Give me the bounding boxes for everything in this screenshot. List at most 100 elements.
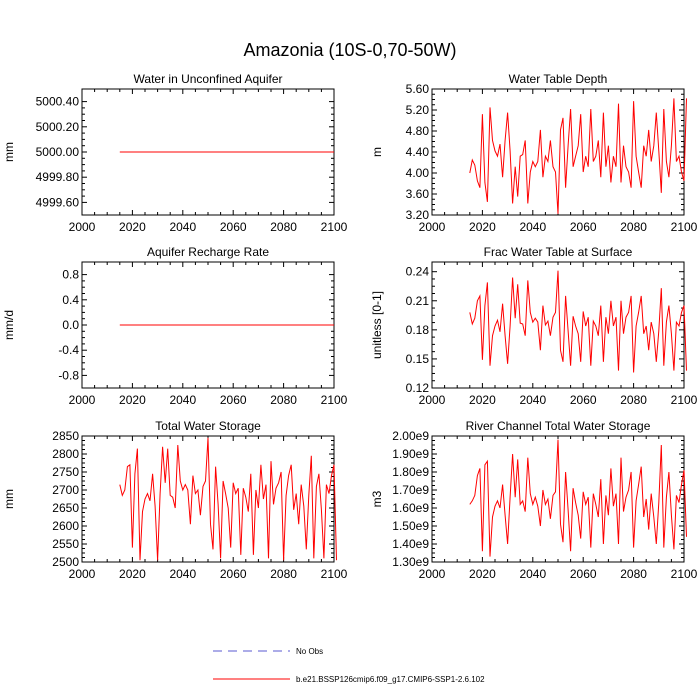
y-tick-label: 1.40e9 <box>392 537 429 551</box>
y-tick-label: 3.20 <box>406 208 430 222</box>
x-tick-label: 2020 <box>469 393 496 407</box>
x-tick-label: 2020 <box>469 567 496 581</box>
y-tick-label: 2.00e9 <box>392 429 429 443</box>
x-tick-label: 2100 <box>671 567 698 581</box>
x-tick-label: 2020 <box>119 567 146 581</box>
x-tick-label: 2080 <box>620 220 647 234</box>
x-tick-label: 2100 <box>671 220 698 234</box>
panel-title: Frac Water Table at Surface <box>484 245 633 259</box>
y-tick-label: 1.80e9 <box>392 465 429 479</box>
y-tick-label: 2800 <box>52 447 79 461</box>
legend-label-no-obs: No Obs <box>296 647 323 656</box>
y-tick-label: 2700 <box>52 483 79 497</box>
y-axis-label: mm <box>2 142 16 162</box>
y-tick-label: 5000.20 <box>36 120 80 134</box>
y-tick-label: 0.24 <box>406 265 430 279</box>
chart-panel: Frac Water Table at Surface unitless [0-1… <box>370 245 698 407</box>
x-tick-label: 2100 <box>671 393 698 407</box>
x-tick-label: 2000 <box>419 567 446 581</box>
x-tick-label: 2040 <box>169 220 196 234</box>
x-tick-label: 2000 <box>69 393 96 407</box>
x-tick-label: 2040 <box>519 393 546 407</box>
series-line <box>469 98 687 214</box>
y-tick-label: 5000.40 <box>36 95 80 109</box>
series-line <box>469 439 687 557</box>
x-tick-label: 2100 <box>321 393 348 407</box>
panel-title: River Channel Total Water Storage <box>466 419 651 433</box>
x-tick-label: 2040 <box>519 220 546 234</box>
y-tick-label: 0.4 <box>62 293 79 307</box>
y-tick-label: 4.80 <box>406 124 430 138</box>
x-tick-label: 2080 <box>270 393 297 407</box>
x-tick-label: 2040 <box>519 567 546 581</box>
x-tick-label: 2000 <box>419 220 446 234</box>
y-tick-label: 3.60 <box>406 187 430 201</box>
y-axis-label: mm <box>2 489 16 509</box>
x-tick-label: 2060 <box>220 220 247 234</box>
y-tick-label: 2850 <box>52 429 79 443</box>
panel-title: Water Table Depth <box>509 72 608 86</box>
x-tick-label: 2020 <box>119 393 146 407</box>
x-tick-label: 2060 <box>220 567 247 581</box>
x-tick-label: 2060 <box>570 567 597 581</box>
y-tick-label: 5000.00 <box>36 145 80 159</box>
x-tick-label: 2100 <box>321 220 348 234</box>
x-tick-label: 2020 <box>119 220 146 234</box>
chart-panel: Aquifer Recharge Rate mm/d 2000 2020 2040 206… <box>2 245 348 407</box>
chart-panel: Total Water Storage mm 2000 2020 2040 2060 208… <box>2 419 348 581</box>
series-line <box>469 270 687 373</box>
y-tick-label: 2550 <box>52 537 79 551</box>
x-tick-label: 2080 <box>620 567 647 581</box>
x-tick-label: 2060 <box>570 393 597 407</box>
x-tick-label: 2100 <box>321 567 348 581</box>
y-axis-label: unitless [0-1] <box>370 291 384 359</box>
chart-panel: River Channel Total Water Storage m3 2000 2… <box>370 419 698 581</box>
y-axis-label: m <box>370 147 384 157</box>
x-tick-label: 2080 <box>270 220 297 234</box>
y-tick-label: 1.70e9 <box>392 483 429 497</box>
legend: No Obs b.e21.BSSP126cmip6.f09_g17.CMIP6-… <box>213 647 485 684</box>
x-tick-label: 2000 <box>419 393 446 407</box>
x-tick-label: 2020 <box>469 220 496 234</box>
y-axis-label: mm/d <box>2 310 16 340</box>
y-tick-label: 4999.80 <box>36 170 80 184</box>
y-tick-label: -0.8 <box>58 368 79 382</box>
y-tick-label: 1.50e9 <box>392 519 429 533</box>
y-tick-label: 1.60e9 <box>392 501 429 515</box>
y-tick-label: 5.20 <box>406 103 430 117</box>
legend-label-model: b.e21.BSSP126cmip6.f09_g17.CMIP6-SSP1-2.… <box>296 675 485 684</box>
chart-panel: Water Table Depth m 2000 2020 2040 2060 2080 21… <box>370 72 698 234</box>
panel-grid: Water in Unconfined Aquifer mm 2000 2020 204… <box>2 72 698 581</box>
y-tick-label: 2750 <box>52 465 79 479</box>
x-tick-label: 2060 <box>570 220 597 234</box>
panel-title: Total Water Storage <box>155 419 261 433</box>
y-tick-label: 4.40 <box>406 145 430 159</box>
y-tick-label: 0.18 <box>406 323 430 337</box>
y-tick-label: 1.30e9 <box>392 555 429 569</box>
y-tick-label: 0.21 <box>406 294 430 308</box>
y-tick-label: 0.12 <box>406 381 430 395</box>
figure-title: Amazonia (10S-0,70-50W) <box>243 40 456 60</box>
y-tick-label: 2650 <box>52 501 79 515</box>
y-axis-label: m3 <box>370 490 384 507</box>
x-tick-label: 2040 <box>169 567 196 581</box>
x-tick-label: 2060 <box>220 393 247 407</box>
y-tick-label: 5.60 <box>406 82 430 96</box>
y-tick-label: 0.15 <box>406 352 430 366</box>
y-tick-label: 0.0 <box>62 318 79 332</box>
y-tick-label: 4.00 <box>406 166 430 180</box>
chart-panel: Water in Unconfined Aquifer mm 2000 2020 204… <box>2 72 348 234</box>
y-tick-label: 1.90e9 <box>392 447 429 461</box>
y-tick-label: 2600 <box>52 519 79 533</box>
y-tick-label: 2500 <box>52 555 79 569</box>
x-tick-label: 2080 <box>620 393 647 407</box>
x-tick-label: 2080 <box>270 567 297 581</box>
x-tick-label: 2000 <box>69 220 96 234</box>
x-tick-label: 2000 <box>69 567 96 581</box>
panel-title: Aquifer Recharge Rate <box>147 245 269 259</box>
y-tick-label: 0.8 <box>62 268 79 282</box>
y-tick-label: -0.4 <box>58 343 79 357</box>
series-line <box>119 437 337 561</box>
panel-title: Water in Unconfined Aquifer <box>134 72 283 86</box>
